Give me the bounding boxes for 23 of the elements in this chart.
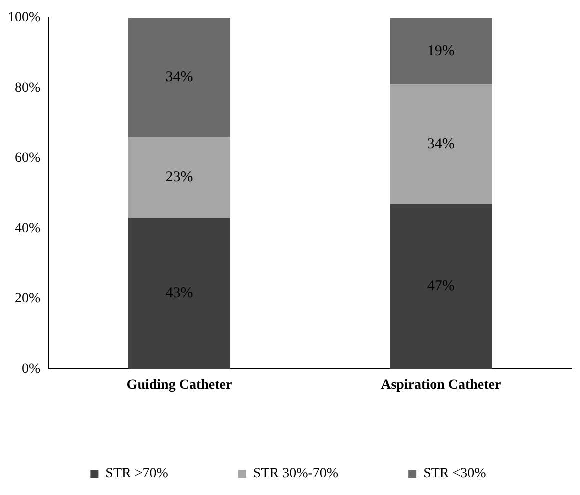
data-label: 23% <box>166 170 194 186</box>
data-label: 34% <box>166 70 194 86</box>
y-tick-label: 0% <box>22 362 41 377</box>
data-label: 43% <box>166 286 194 302</box>
legend-label: STR 30%-70% <box>253 466 339 482</box>
bar <box>390 204 492 370</box>
bar <box>128 218 231 370</box>
legend-label: STR <30% <box>424 466 487 482</box>
y-tick-label: 100% <box>8 10 41 26</box>
x-tick-label: Guiding Catheter <box>126 378 232 394</box>
x-tick-label: Aspiration Catheter <box>381 378 502 394</box>
data-label: 19% <box>427 43 455 60</box>
bar <box>128 18 231 138</box>
y-tick-label: 40% <box>14 221 41 236</box>
bar <box>390 18 492 85</box>
legend-label: STR >70% <box>106 466 169 482</box>
y-tick-label: 20% <box>14 292 41 307</box>
y-tick-label: 60% <box>14 151 41 166</box>
bar <box>390 84 492 204</box>
y-tick-label: 80% <box>14 80 41 96</box>
bar <box>128 137 231 218</box>
data-label: 47% <box>427 278 455 295</box>
data-label: 34% <box>427 136 455 152</box>
